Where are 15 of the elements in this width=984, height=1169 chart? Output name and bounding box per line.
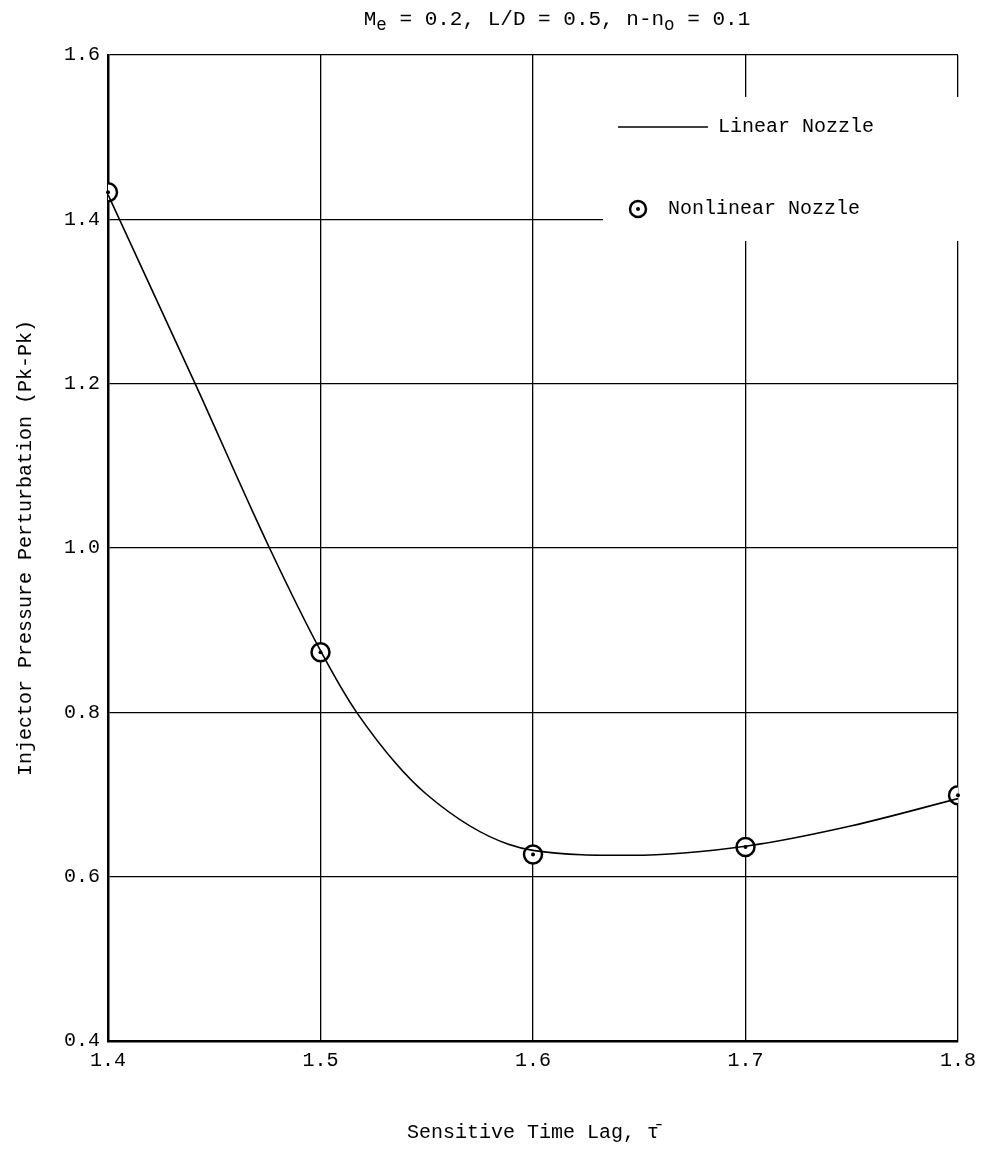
- y-tick-label: 1.4: [63, 207, 101, 231]
- x-axis-title: Sensitive Time Lag, τ̄: [406, 1121, 663, 1145]
- y-tick-label: 0.6: [63, 864, 101, 888]
- y-tick-label: 1.6: [63, 43, 101, 67]
- chart-title: M$_{e}$ = 0.2, L/D = 0.5, n-n$_{o}$ = 0.1: [362, 8, 752, 36]
- x-tick-label: 1.6: [514, 1049, 552, 1073]
- y-axis-title: Injector Pressure Perturbation (Pk-Pk): [14, 319, 38, 777]
- y-tick-label: 1.0: [63, 536, 101, 560]
- x-tick-label: 1.5: [302, 1049, 339, 1073]
- y-tick-label: 0.8: [63, 700, 101, 724]
- legend-label: Nonlinear Nozzle: [668, 197, 861, 221]
- legend-label: Linear Nozzle: [718, 115, 875, 139]
- y-tick-label: 1.2: [63, 371, 101, 395]
- x-tick-label: 1.8: [939, 1049, 976, 1073]
- x-tick-label: 1.7: [727, 1049, 764, 1073]
